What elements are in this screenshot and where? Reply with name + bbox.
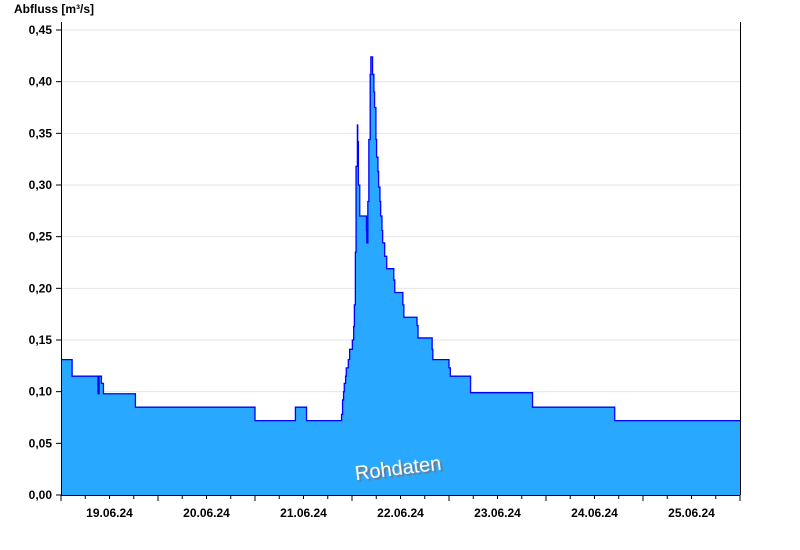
x-tick-label: 19.06.24 xyxy=(86,506,133,520)
x-tick-label: 25.06.24 xyxy=(668,506,715,520)
y-tick-label: 0,10 xyxy=(29,385,53,399)
discharge-line xyxy=(61,56,740,422)
y-tick-label: 0,15 xyxy=(29,333,53,347)
axes: 0,00 0,05 0,10 0,15 0,20 0,25 0,30 0,35 0,40 0,45… xyxy=(29,22,741,520)
y-tick-label: 0,35 xyxy=(29,126,53,140)
x-tick-label: 22.06.24 xyxy=(377,506,424,520)
y-tick-label: 0,30 xyxy=(29,178,53,192)
y-tick-label: 0,40 xyxy=(29,75,53,89)
y-tick-label: 0,20 xyxy=(29,281,53,295)
y-tick-label: 0,25 xyxy=(29,230,53,244)
x-tick-label: 20.06.24 xyxy=(183,506,230,520)
x-tick-label: 23.06.24 xyxy=(474,506,521,520)
x-tick-label: 21.06.24 xyxy=(280,506,327,520)
y-tick-label: 0,45 xyxy=(29,23,53,37)
x-tick-label: 24.06.24 xyxy=(571,506,618,520)
y-tick-label: 0,00 xyxy=(29,488,53,502)
y-tick-label: 0,05 xyxy=(29,436,53,450)
y-axis-title: Abfluss [m³/s] xyxy=(14,2,94,16)
grid-lines xyxy=(61,29,740,444)
discharge-area xyxy=(61,56,740,495)
